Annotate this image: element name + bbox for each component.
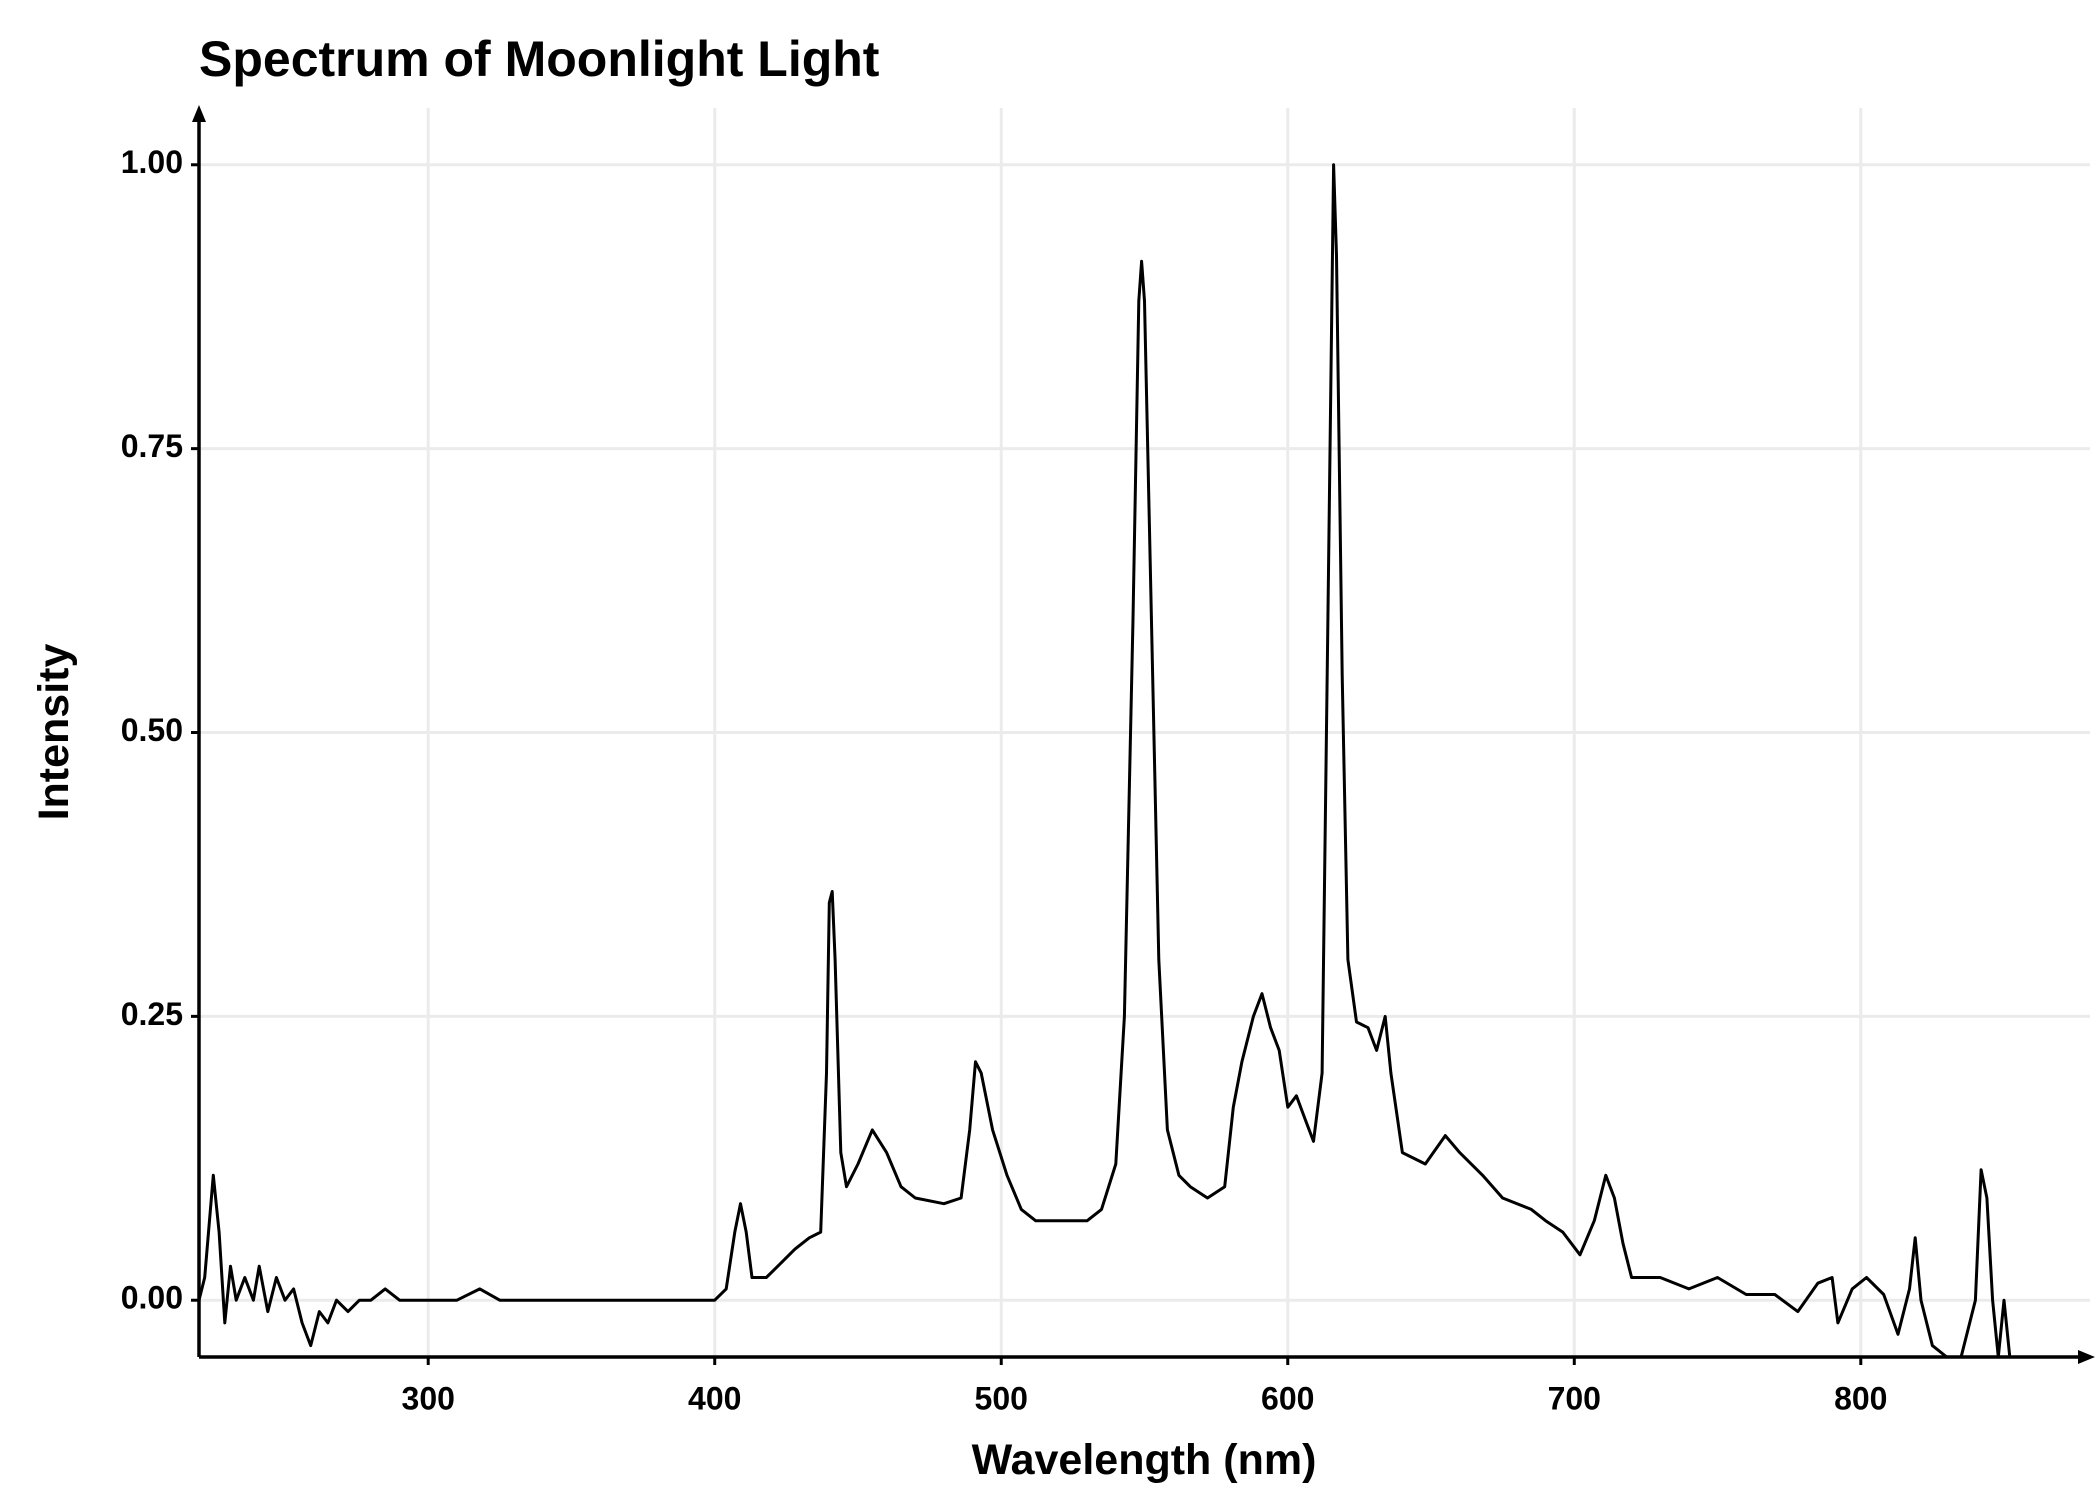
x-tick-label: 800 bbox=[1834, 1380, 1887, 1416]
y-tick-label: 1.00 bbox=[121, 144, 183, 180]
y-axis-arrow bbox=[192, 105, 206, 122]
y-tick-label: 0.25 bbox=[121, 996, 183, 1032]
x-axis-arrow bbox=[2078, 1350, 2095, 1364]
x-tick-label: 400 bbox=[688, 1380, 741, 1416]
x-tick-label: 300 bbox=[402, 1380, 455, 1416]
y-axis-title: Intensity bbox=[30, 644, 78, 821]
spectrum-line bbox=[197, 163, 2019, 1359]
y-tick-label: 0.00 bbox=[121, 1280, 183, 1316]
x-axis-title: Wavelength (nm) bbox=[972, 1436, 1317, 1484]
plot bbox=[197, 163, 2019, 1359]
x-tick-label: 500 bbox=[975, 1380, 1028, 1416]
y-tick-label: 0.50 bbox=[121, 712, 183, 748]
x-tick-label: 600 bbox=[1261, 1380, 1314, 1416]
y-tick-label: 0.75 bbox=[121, 428, 183, 464]
chart-title: Spectrum of Moonlight Light bbox=[199, 31, 880, 87]
x-tick-label: 700 bbox=[1548, 1380, 1601, 1416]
grid bbox=[199, 108, 2090, 1357]
